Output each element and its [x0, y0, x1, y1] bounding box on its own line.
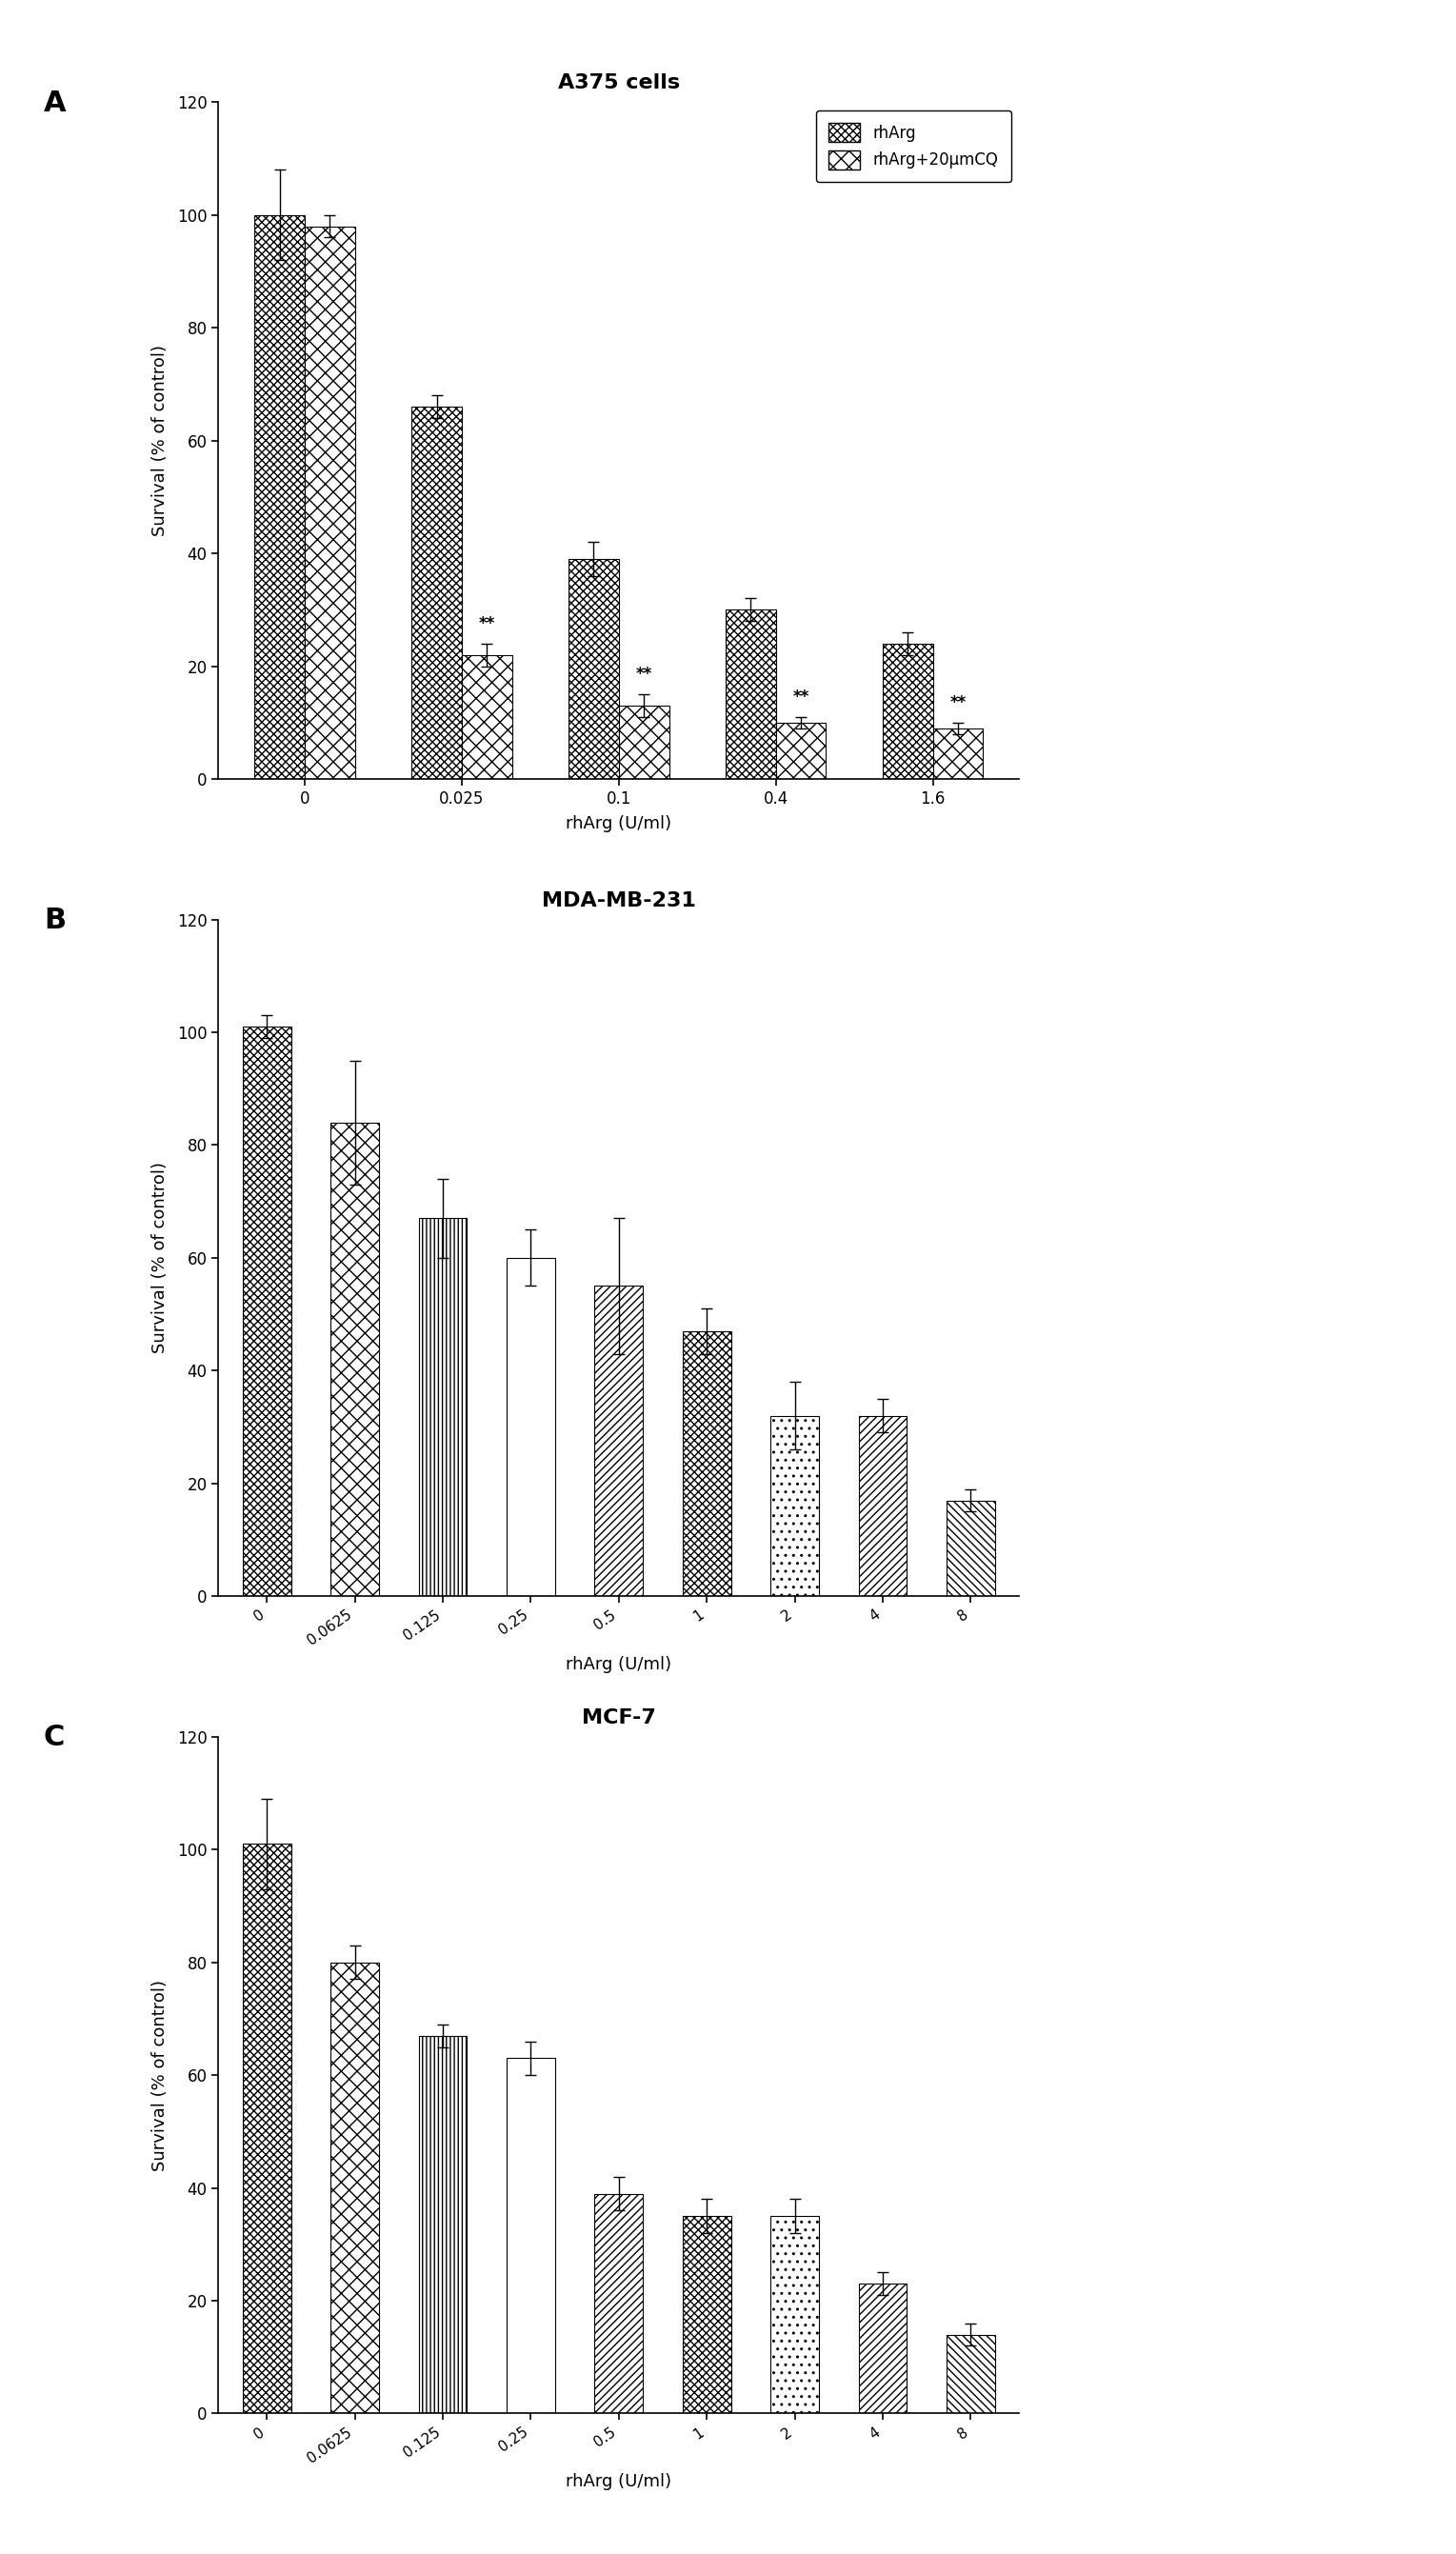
Bar [770, 2217, 818, 2414]
Bar [933, 728, 983, 779]
Bar [331, 1124, 379, 1596]
Legend: rhArg, rhArg+20μmCQ: rhArg, rhArg+20μmCQ [815, 110, 1012, 181]
Bar [243, 1027, 291, 1596]
Bar [507, 1259, 555, 1596]
Bar [243, 1844, 291, 2414]
Text: **: ** [479, 616, 495, 633]
Bar [946, 1499, 994, 1596]
Bar [770, 1415, 818, 1596]
Bar [859, 1415, 907, 1596]
Y-axis label: Survival (% of control): Survival (% of control) [151, 1979, 169, 2171]
Y-axis label: Survival (% of control): Survival (% of control) [151, 345, 169, 536]
Bar [255, 215, 304, 779]
Bar [594, 2194, 644, 2414]
X-axis label: rhArg (U/ml): rhArg (U/ml) [566, 1655, 671, 1673]
Bar [725, 610, 776, 779]
Text: **: ** [636, 667, 652, 682]
Bar [946, 2334, 994, 2414]
Text: **: ** [792, 690, 810, 705]
Bar [776, 723, 826, 779]
Bar [419, 2036, 467, 2414]
Text: **: ** [949, 695, 967, 713]
Text: A: A [44, 89, 66, 117]
Bar [594, 1287, 644, 1596]
Bar [462, 654, 513, 779]
Bar [304, 227, 355, 779]
Bar [683, 1331, 731, 1596]
Bar [568, 559, 619, 779]
Title: MDA-MB-231: MDA-MB-231 [542, 891, 696, 909]
Bar [331, 1961, 379, 2414]
Bar [683, 2217, 731, 2414]
Text: B: B [44, 907, 66, 935]
Title: A375 cells: A375 cells [558, 74, 680, 92]
Bar [882, 644, 933, 779]
Bar [507, 2059, 555, 2414]
Bar [859, 2283, 907, 2414]
Title: MCF-7: MCF-7 [582, 1709, 655, 1727]
X-axis label: rhArg (U/ml): rhArg (U/ml) [566, 2472, 671, 2490]
Bar [619, 705, 670, 779]
Text: C: C [44, 1724, 66, 1752]
Y-axis label: Survival (% of control): Survival (% of control) [151, 1162, 169, 1354]
Bar [419, 1218, 467, 1596]
Bar [412, 406, 462, 779]
X-axis label: rhArg (U/ml): rhArg (U/ml) [566, 815, 671, 833]
